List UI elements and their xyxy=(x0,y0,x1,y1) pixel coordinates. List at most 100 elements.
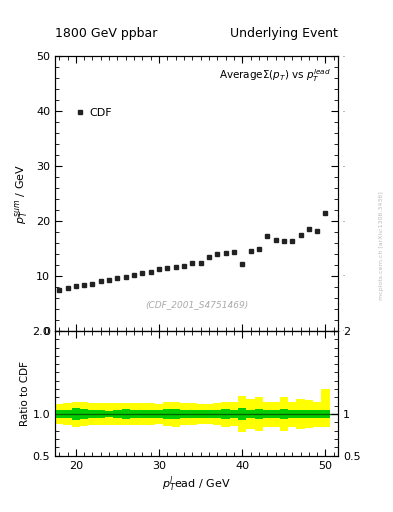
CDF xyxy=(198,260,203,266)
CDF xyxy=(65,285,70,291)
Bar xyxy=(171,409,180,419)
Bar xyxy=(55,404,63,424)
Bar xyxy=(222,401,230,426)
Bar xyxy=(196,410,205,418)
Bar xyxy=(305,400,313,428)
Bar xyxy=(246,410,255,418)
Bar xyxy=(63,403,72,425)
Bar xyxy=(180,403,188,425)
Bar xyxy=(55,410,63,418)
Bar xyxy=(72,408,80,420)
CDF xyxy=(173,264,178,270)
Bar xyxy=(80,409,88,419)
Bar xyxy=(255,409,263,419)
CDF xyxy=(215,251,220,257)
Bar xyxy=(313,410,321,418)
Bar xyxy=(138,403,147,425)
Bar xyxy=(305,410,313,418)
CDF xyxy=(90,281,95,287)
Bar xyxy=(272,401,280,426)
CDF xyxy=(290,238,295,244)
Bar xyxy=(188,410,196,418)
Bar xyxy=(313,401,321,426)
Bar xyxy=(97,410,105,418)
CDF xyxy=(323,210,328,216)
Bar xyxy=(205,404,213,424)
Bar xyxy=(230,410,238,418)
Bar xyxy=(72,401,80,426)
CDF xyxy=(115,275,120,281)
Bar xyxy=(163,409,171,419)
CDF xyxy=(248,248,253,254)
Bar xyxy=(321,389,330,426)
Bar xyxy=(321,410,330,418)
Bar xyxy=(121,409,130,419)
CDF xyxy=(240,261,244,267)
CDF xyxy=(231,249,236,255)
X-axis label: $p_T^{l}$ead / GeV: $p_T^{l}$ead / GeV xyxy=(162,475,231,494)
Bar xyxy=(230,402,238,426)
Text: mcplots.cern.ch [arXiv:1306.3436]: mcplots.cern.ch [arXiv:1306.3436] xyxy=(379,191,384,300)
Bar xyxy=(246,399,255,429)
CDF xyxy=(123,273,128,280)
Bar xyxy=(288,410,296,418)
CDF xyxy=(149,268,153,274)
Bar xyxy=(155,410,163,418)
Bar xyxy=(280,397,288,431)
CDF xyxy=(165,265,170,271)
Bar xyxy=(196,404,205,424)
Bar xyxy=(180,410,188,418)
Bar xyxy=(288,401,296,426)
Bar xyxy=(63,410,72,418)
Bar xyxy=(105,411,113,417)
Bar xyxy=(188,403,196,425)
Bar xyxy=(130,403,138,425)
Bar xyxy=(88,410,97,418)
CDF xyxy=(207,253,211,260)
Bar xyxy=(238,396,246,432)
CDF xyxy=(107,277,112,283)
CDF xyxy=(307,226,311,232)
CDF xyxy=(140,270,145,276)
Bar xyxy=(163,402,171,426)
Text: Underlying Event: Underlying Event xyxy=(230,27,338,40)
Line: CDF: CDF xyxy=(57,210,328,292)
Bar xyxy=(272,410,280,418)
CDF xyxy=(273,237,278,243)
Bar xyxy=(296,410,305,418)
Legend: CDF: CDF xyxy=(72,103,117,122)
Bar xyxy=(296,399,305,429)
Bar xyxy=(113,403,121,425)
CDF xyxy=(182,263,186,269)
Bar xyxy=(138,410,147,418)
Bar xyxy=(280,409,288,419)
Text: (CDF_2001_S4751469): (CDF_2001_S4751469) xyxy=(145,300,248,309)
Bar xyxy=(205,410,213,418)
CDF xyxy=(157,266,162,272)
Bar xyxy=(113,410,121,418)
CDF xyxy=(98,279,103,285)
Bar xyxy=(155,404,163,424)
Bar xyxy=(255,397,263,431)
Y-axis label: Ratio to CDF: Ratio to CDF xyxy=(20,361,29,426)
CDF xyxy=(223,250,228,256)
CDF xyxy=(298,232,303,238)
CDF xyxy=(257,245,261,251)
Bar xyxy=(97,403,105,425)
Bar xyxy=(213,403,222,425)
CDF xyxy=(265,233,270,239)
CDF xyxy=(73,283,78,289)
Bar xyxy=(263,410,272,418)
Bar xyxy=(105,403,113,425)
CDF xyxy=(281,238,286,244)
Bar xyxy=(80,402,88,426)
Bar xyxy=(213,410,222,418)
Text: Average$\Sigma$($p_T$) vs $p_T^{lead}$: Average$\Sigma$($p_T$) vs $p_T^{lead}$ xyxy=(219,67,331,84)
Bar xyxy=(147,410,155,418)
CDF xyxy=(82,282,86,288)
Bar xyxy=(238,408,246,420)
CDF xyxy=(57,287,62,293)
Bar xyxy=(147,403,155,425)
Bar xyxy=(171,401,180,426)
Bar xyxy=(263,401,272,426)
